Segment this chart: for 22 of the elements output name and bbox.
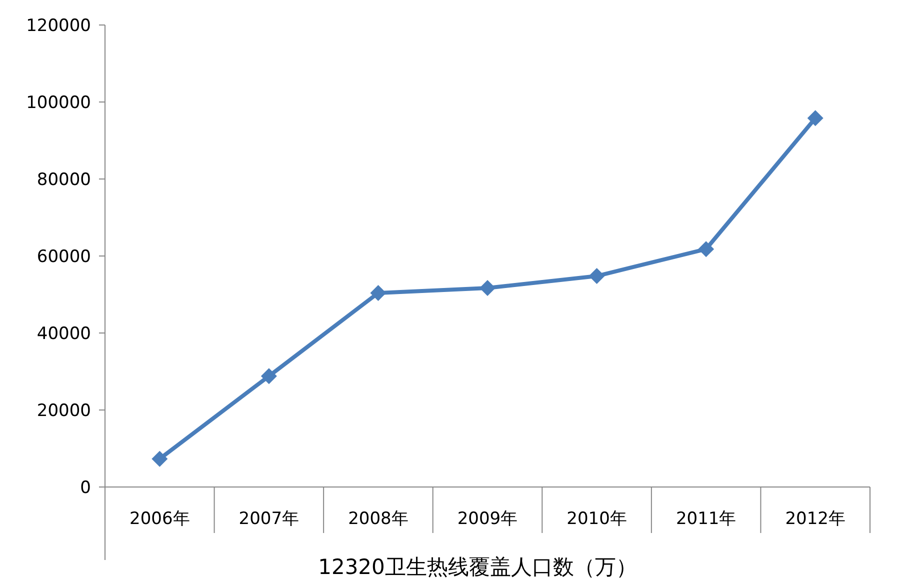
point — [807, 110, 824, 126]
y-tick-label: 60000 — [36, 247, 91, 267]
point — [698, 241, 714, 258]
x-tick-label: 2008年 — [348, 509, 408, 529]
x-tick-label: 2006年 — [130, 509, 190, 529]
point — [370, 284, 386, 301]
point — [260, 368, 277, 384]
y-tick-label: 120000 — [26, 16, 91, 36]
x-tick-label: 2007年 — [238, 509, 300, 529]
x-axis-title: 12320卫生热线覆盖人口数（万） — [318, 555, 637, 579]
point — [152, 450, 168, 467]
y-tick-label: 40000 — [36, 324, 91, 344]
y-tick-label: 20000 — [36, 401, 91, 421]
point — [588, 268, 605, 284]
point — [480, 280, 496, 296]
y-tick-label: 80000 — [36, 170, 91, 190]
x-tick-label: 2010年 — [566, 509, 627, 529]
x-tick-label: 2011年 — [676, 509, 736, 529]
y-tick-label: 100000 — [26, 93, 91, 113]
x-tick-label: 2009年 — [457, 509, 518, 529]
x-tick-label: 2012年 — [785, 509, 846, 529]
y-tick-label: 0 — [80, 478, 91, 498]
